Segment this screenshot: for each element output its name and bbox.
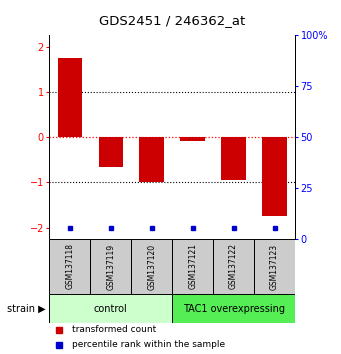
- Bar: [99, 137, 123, 166]
- Text: transformed count: transformed count: [72, 325, 156, 334]
- Text: control: control: [94, 304, 128, 314]
- Text: strain ▶: strain ▶: [8, 304, 46, 314]
- Text: TAC1 overexpressing: TAC1 overexpressing: [182, 304, 285, 314]
- Text: GSM137120: GSM137120: [147, 244, 156, 290]
- Bar: [172, 294, 295, 323]
- Bar: [213, 239, 254, 294]
- Bar: [131, 239, 172, 294]
- Text: GSM137119: GSM137119: [106, 244, 115, 290]
- Text: GSM137118: GSM137118: [65, 244, 74, 290]
- Bar: [254, 239, 295, 294]
- Bar: [172, 239, 213, 294]
- Bar: [58, 58, 82, 137]
- Bar: [221, 137, 246, 180]
- Bar: [90, 239, 131, 294]
- Bar: [262, 137, 287, 216]
- Text: GSM137121: GSM137121: [188, 244, 197, 290]
- Text: GDS2451 / 246362_at: GDS2451 / 246362_at: [99, 13, 245, 27]
- Text: percentile rank within the sample: percentile rank within the sample: [72, 340, 225, 349]
- Bar: [139, 137, 164, 182]
- Bar: [49, 239, 90, 294]
- Bar: [49, 294, 172, 323]
- Bar: [180, 137, 205, 141]
- Text: GSM137122: GSM137122: [229, 244, 238, 290]
- Text: GSM137123: GSM137123: [270, 244, 279, 290]
